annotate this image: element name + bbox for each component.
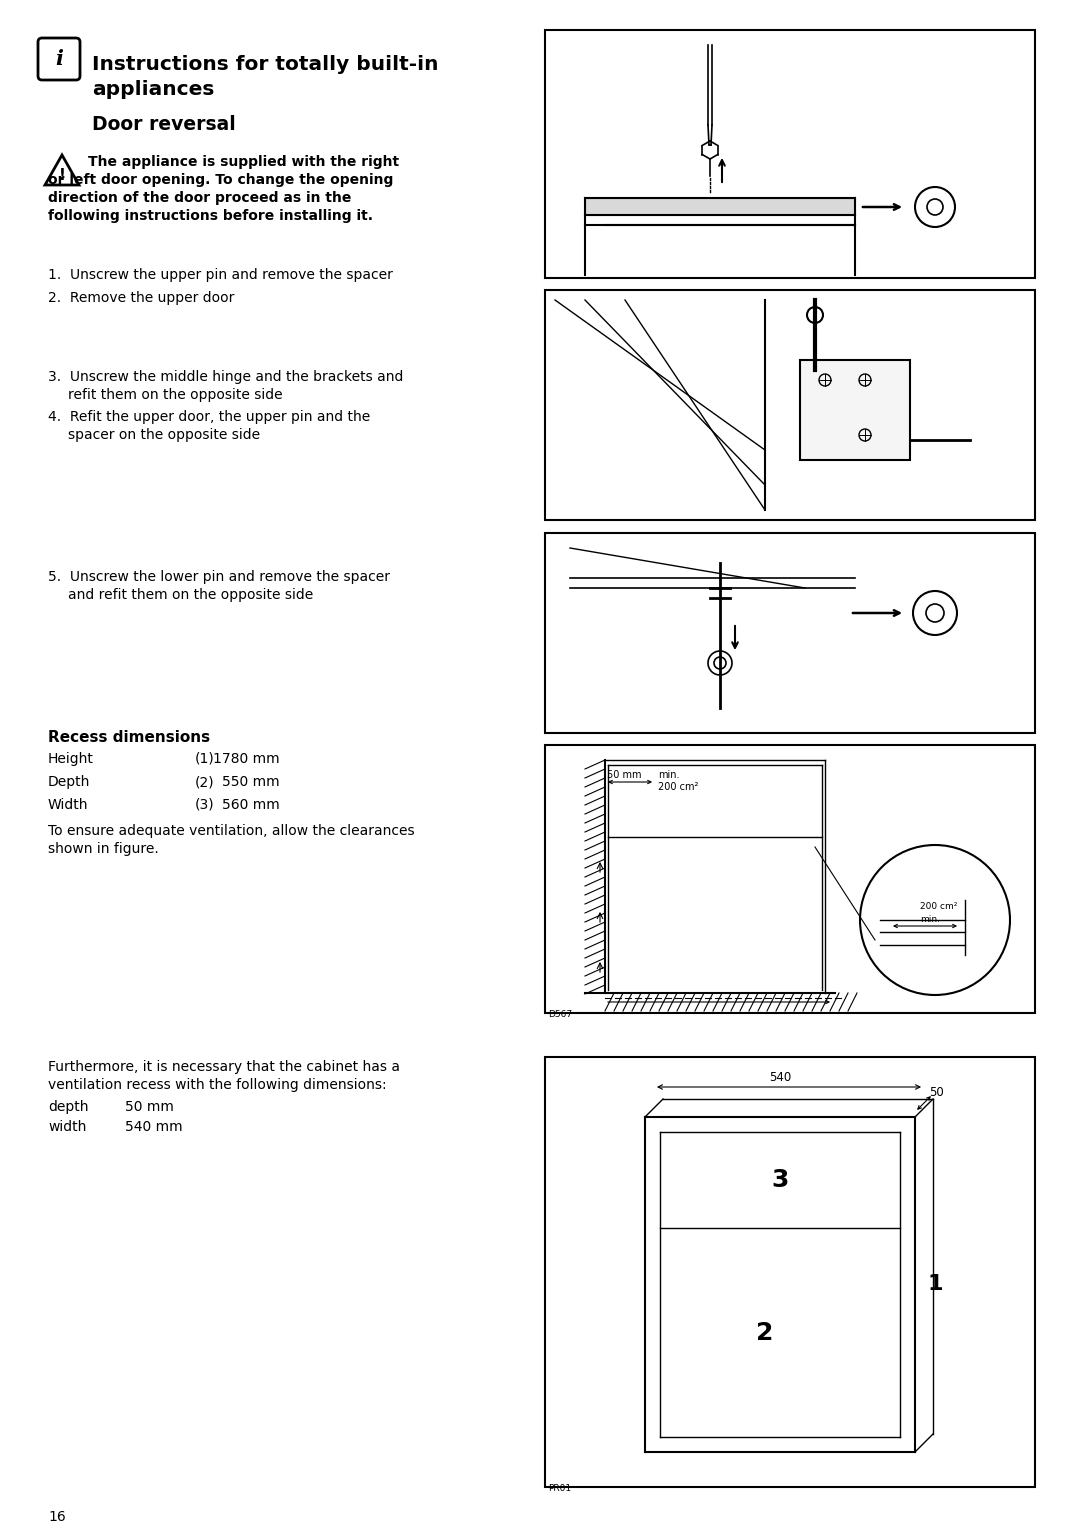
Text: depth: depth xyxy=(48,1100,89,1114)
Text: refit them on the opposite side: refit them on the opposite side xyxy=(68,388,283,402)
Text: Instructions for totally built-in: Instructions for totally built-in xyxy=(92,55,438,73)
Circle shape xyxy=(860,845,1010,995)
Text: 540 mm: 540 mm xyxy=(125,1120,183,1134)
Text: Width: Width xyxy=(48,798,89,811)
Text: i: i xyxy=(55,49,63,69)
Text: D567: D567 xyxy=(548,1010,572,1019)
Text: PR01: PR01 xyxy=(548,1484,571,1493)
Text: min.: min. xyxy=(658,770,679,779)
Circle shape xyxy=(807,307,823,322)
Text: 1: 1 xyxy=(928,1274,943,1294)
Text: Depth: Depth xyxy=(48,775,91,788)
Text: Door reversal: Door reversal xyxy=(92,115,235,134)
Text: 16: 16 xyxy=(48,1510,66,1523)
Bar xyxy=(800,361,910,460)
Polygon shape xyxy=(45,154,79,185)
Text: shown in figure.: shown in figure. xyxy=(48,842,159,856)
Text: !: ! xyxy=(58,168,66,182)
Text: 1780 mm: 1780 mm xyxy=(214,752,280,766)
Text: 200 cm²: 200 cm² xyxy=(920,902,957,911)
Text: appliances: appliances xyxy=(92,79,214,99)
Text: 50 mm: 50 mm xyxy=(607,770,642,779)
Text: 2: 2 xyxy=(756,1320,773,1345)
Text: 3.  Unscrew the middle hinge and the brackets and: 3. Unscrew the middle hinge and the brac… xyxy=(48,370,403,384)
Text: 560 mm: 560 mm xyxy=(222,798,280,811)
Text: Height: Height xyxy=(48,752,94,766)
Text: spacer on the opposite side: spacer on the opposite side xyxy=(68,428,260,442)
Text: ventilation recess with the following dimensions:: ventilation recess with the following di… xyxy=(48,1077,387,1093)
Text: following instructions before installing it.: following instructions before installing… xyxy=(48,209,373,223)
Text: 50: 50 xyxy=(929,1086,944,1100)
Text: (2): (2) xyxy=(195,775,215,788)
Text: or left door opening. To change the opening: or left door opening. To change the open… xyxy=(48,173,393,186)
Text: To ensure adequate ventilation, allow the clearances: To ensure adequate ventilation, allow th… xyxy=(48,824,415,837)
Text: 3: 3 xyxy=(771,1167,788,1192)
FancyBboxPatch shape xyxy=(38,38,80,79)
Text: 4.  Refit the upper door, the upper pin and the: 4. Refit the upper door, the upper pin a… xyxy=(48,410,370,423)
Text: 5.  Unscrew the lower pin and remove the spacer: 5. Unscrew the lower pin and remove the … xyxy=(48,570,390,584)
Text: Recess dimensions: Recess dimensions xyxy=(48,730,211,746)
Text: Furthermore, it is necessary that the cabinet has a: Furthermore, it is necessary that the ca… xyxy=(48,1060,400,1074)
Text: and refit them on the opposite side: and refit them on the opposite side xyxy=(68,588,313,602)
Text: min.: min. xyxy=(920,915,940,924)
Bar xyxy=(545,1057,1035,1487)
Text: (3): (3) xyxy=(195,798,215,811)
Text: 2.  Remove the upper door: 2. Remove the upper door xyxy=(48,290,234,306)
Bar xyxy=(545,290,1035,520)
Text: 550 mm: 550 mm xyxy=(222,775,280,788)
Text: 540: 540 xyxy=(769,1071,792,1083)
Text: direction of the door proceed as in the: direction of the door proceed as in the xyxy=(48,191,351,205)
Text: The appliance is supplied with the right: The appliance is supplied with the right xyxy=(87,154,400,170)
Text: 200 cm²: 200 cm² xyxy=(658,782,699,792)
Text: 1.  Unscrew the upper pin and remove the spacer: 1. Unscrew the upper pin and remove the … xyxy=(48,267,393,283)
Bar xyxy=(545,533,1035,733)
Text: width: width xyxy=(48,1120,86,1134)
Bar xyxy=(545,746,1035,1013)
Text: 50 mm: 50 mm xyxy=(125,1100,174,1114)
Text: (1): (1) xyxy=(195,752,215,766)
Bar xyxy=(545,31,1035,278)
